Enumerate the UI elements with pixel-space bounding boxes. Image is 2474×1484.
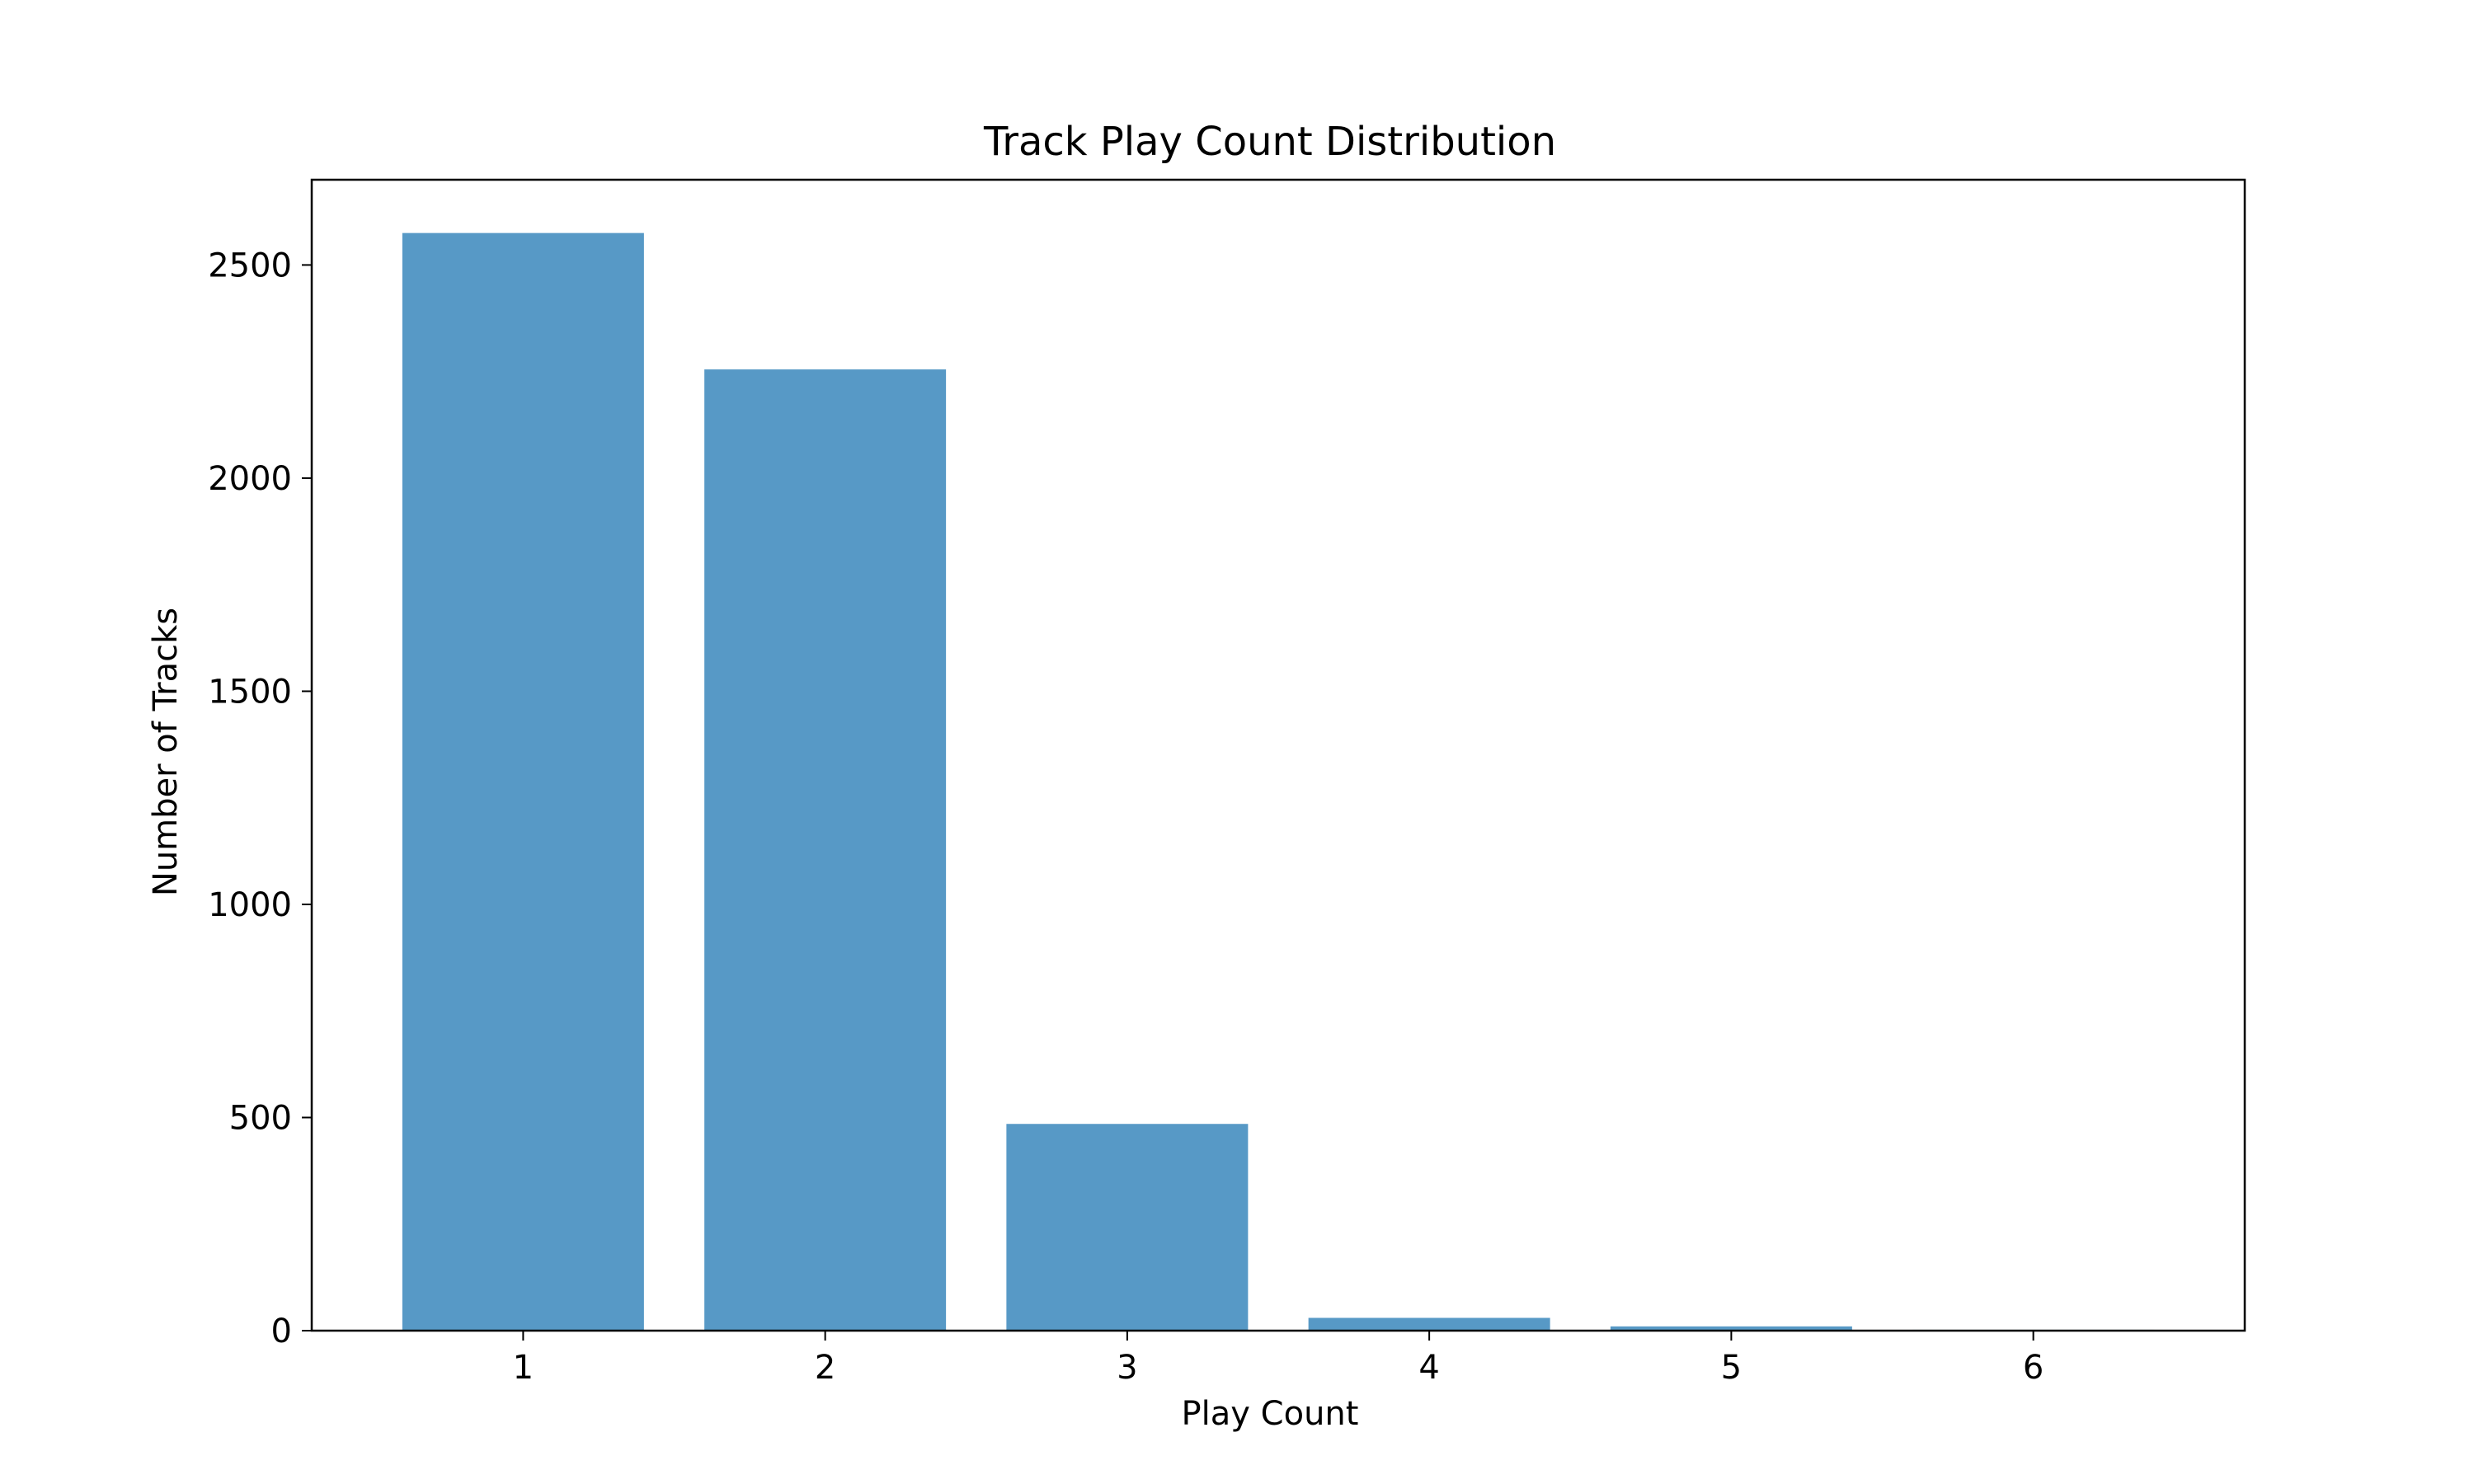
bar-3 bbox=[1006, 1124, 1249, 1331]
chart-title: Track Play Count Distribution bbox=[983, 119, 1556, 165]
bars-layer bbox=[402, 232, 2155, 1331]
plot-frame bbox=[310, 178, 2246, 1332]
x-tick-label: 3 bbox=[1117, 1349, 1137, 1387]
y-tick-label: 1000 bbox=[208, 886, 292, 924]
y-axis-title: Number of Tracks bbox=[147, 608, 185, 896]
x-tick-label: 5 bbox=[1721, 1349, 1742, 1387]
x-tick-label: 6 bbox=[2023, 1349, 2044, 1387]
y-tick-label: 500 bbox=[229, 1099, 292, 1137]
y-tick-label: 2000 bbox=[208, 460, 292, 498]
x-tick-label: 1 bbox=[513, 1349, 534, 1387]
x-axis-title: Play Count bbox=[1182, 1395, 1359, 1433]
axes-layer: 1 2 3 4 5 6 0 500 1000 1500 2000 2500 bbox=[208, 178, 2246, 1387]
y-tick-label: 2500 bbox=[208, 247, 292, 284]
y-tick-label: 1500 bbox=[208, 673, 292, 711]
bar-2 bbox=[704, 369, 947, 1331]
bar-5 bbox=[1610, 1326, 1852, 1331]
y-tick-label: 0 bbox=[271, 1313, 292, 1350]
x-tick-label: 4 bbox=[1418, 1349, 1439, 1387]
x-tick-label: 2 bbox=[815, 1349, 835, 1387]
bar-1 bbox=[402, 232, 644, 1331]
bar-4 bbox=[1308, 1317, 1550, 1331]
